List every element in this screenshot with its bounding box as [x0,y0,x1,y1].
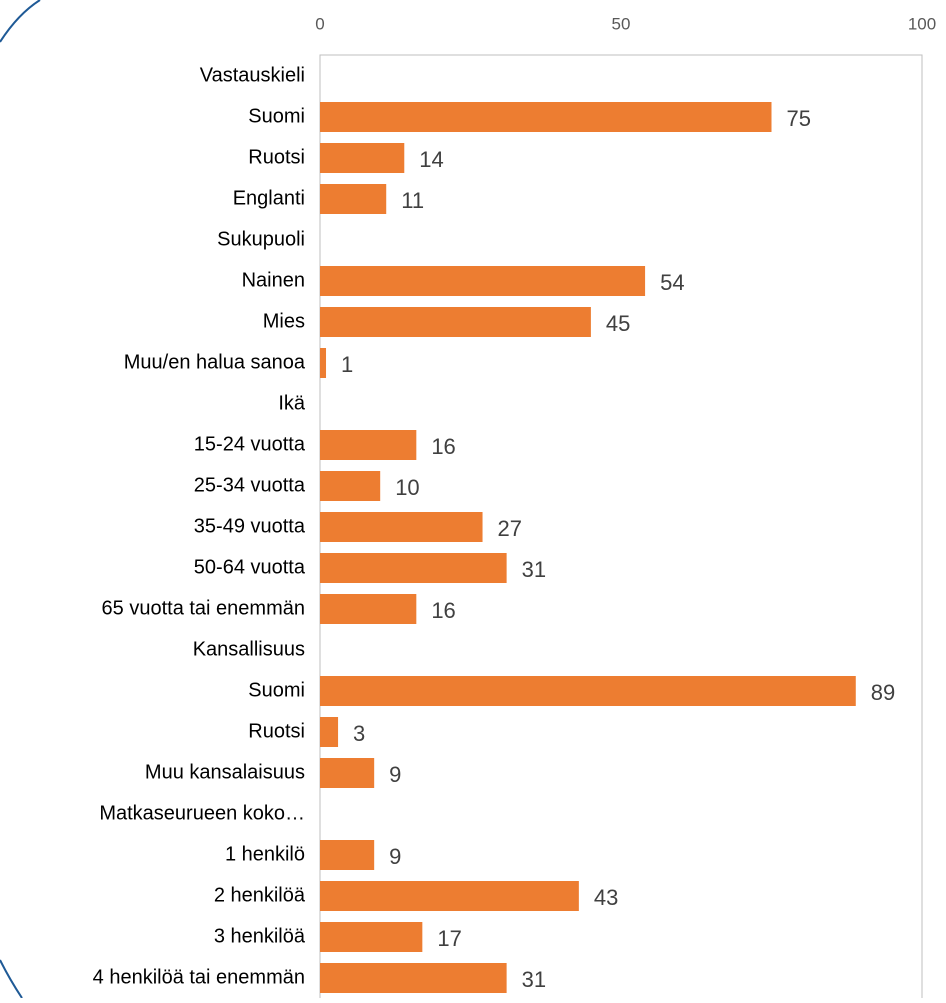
data-label: 45 [606,311,630,336]
data-label: 9 [389,844,401,869]
data-label: 54 [660,270,684,295]
data-label: 3 [353,721,365,746]
x-tick-label: 0 [315,14,324,33]
y-tick-label: 65 vuotta tai enemmän [102,597,305,619]
data-label: 17 [437,926,461,951]
data-label: 16 [431,598,455,623]
data-label: 10 [395,475,419,500]
y-tick-label: 2 henkilöä [214,884,306,906]
bar [320,307,591,337]
bar [320,553,507,583]
data-label: 31 [522,967,546,992]
y-tick-label: Suomi [248,105,305,127]
data-label: 1 [341,352,353,377]
y-tick-label: 1 henkilö [225,843,305,865]
bar [320,881,579,911]
y-tick-label: Englanti [233,187,305,209]
data-label: 11 [401,188,424,213]
bar [320,266,646,296]
y-tick-label: Sukupuoli [217,228,305,250]
y-tick-label: 15-24 vuotta [194,433,306,455]
data-label: 14 [419,147,443,172]
y-tick-label: 25-34 vuotta [194,474,306,496]
y-tick-label: Nainen [242,269,305,291]
y-tick-label: Muu kansalaisuus [145,761,305,783]
bar [320,143,405,173]
bar [320,102,772,132]
y-tick-label: Vastauskieli [200,64,305,86]
y-tick-label: 3 henkilöä [214,925,306,947]
bar [320,594,417,624]
y-tick-label: 35-49 vuotta [194,515,306,537]
bar [320,840,375,870]
bar [320,717,339,747]
y-tick-label: Muu/en halua sanoa [124,351,306,373]
decoration [0,959,23,999]
x-tick-label: 50 [612,14,631,33]
bar [320,348,327,378]
decoration [0,0,41,43]
bar [320,512,483,542]
bar [320,758,375,788]
y-tick-label: Suomi [248,679,305,701]
data-label: 75 [787,106,811,131]
data-label: 43 [594,885,618,910]
y-tick-label: Ikä [278,392,306,414]
bar [320,430,417,460]
bar [320,184,387,214]
bar [320,963,507,993]
bar [320,676,856,706]
y-tick-label: Kansallisuus [193,638,305,660]
data-label: 31 [522,557,546,582]
bar [320,471,381,501]
data-label: 89 [871,680,895,705]
y-tick-label: Ruotsi [248,146,305,168]
data-label: 27 [498,516,522,541]
y-tick-label: 4 henkilöä tai enemmän [93,966,305,988]
y-tick-label: Mies [263,310,305,332]
y-tick-label: Matkaseurueen koko… [99,802,305,824]
x-tick-label: 100 [908,14,936,33]
data-label: 16 [431,434,455,459]
data-label: 9 [389,762,401,787]
y-tick-label: Ruotsi [248,720,305,742]
y-tick-label: 50-64 vuotta [194,556,306,578]
bar [320,922,423,952]
